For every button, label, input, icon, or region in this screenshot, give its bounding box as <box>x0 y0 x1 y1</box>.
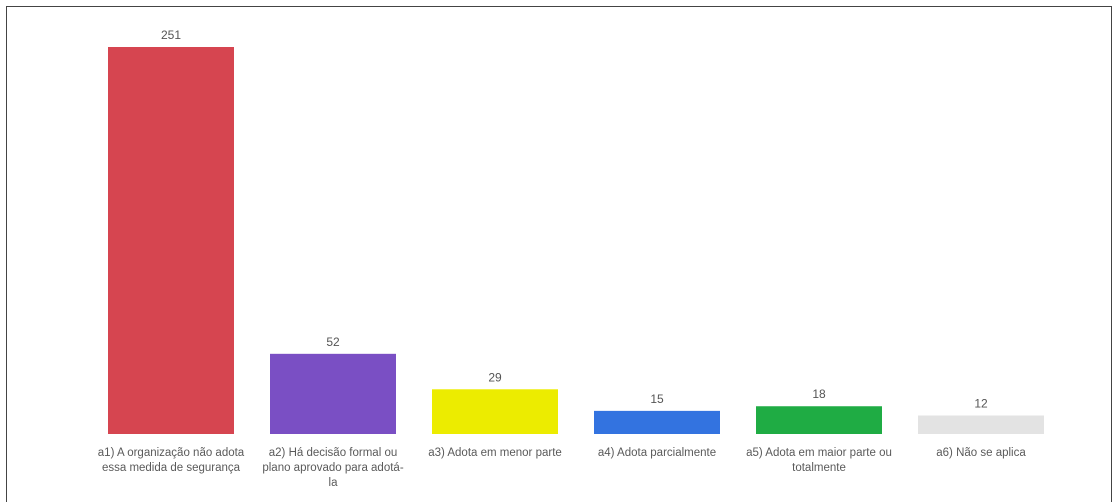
data-label-2: 52 <box>326 335 340 349</box>
category-label-6: a6) Não se aplica <box>936 447 1026 459</box>
bar-2 <box>270 353 396 434</box>
bar-5 <box>756 406 882 434</box>
data-label-3: 29 <box>488 370 502 384</box>
bar-6 <box>918 415 1044 434</box>
data-label-6: 12 <box>974 396 988 410</box>
bar-3 <box>432 389 558 434</box>
category-label-3: a3) Adota em menor parte <box>428 447 562 459</box>
data-label-4: 15 <box>650 392 664 406</box>
category-label-4: a4) Adota parcialmente <box>597 447 717 459</box>
category-label-5: a5) Adota em maior parte ou totalmente <box>746 447 892 474</box>
category-label-2: a2) Há decisão formal ou plano aprovado … <box>262 447 404 489</box>
data-label-1: 251 <box>161 28 181 42</box>
bar-4 <box>594 410 720 434</box>
bar-1 <box>108 47 234 434</box>
data-label-5: 18 <box>812 387 826 401</box>
category-label-1: a1) A organização não adota essa medida … <box>97 447 245 474</box>
